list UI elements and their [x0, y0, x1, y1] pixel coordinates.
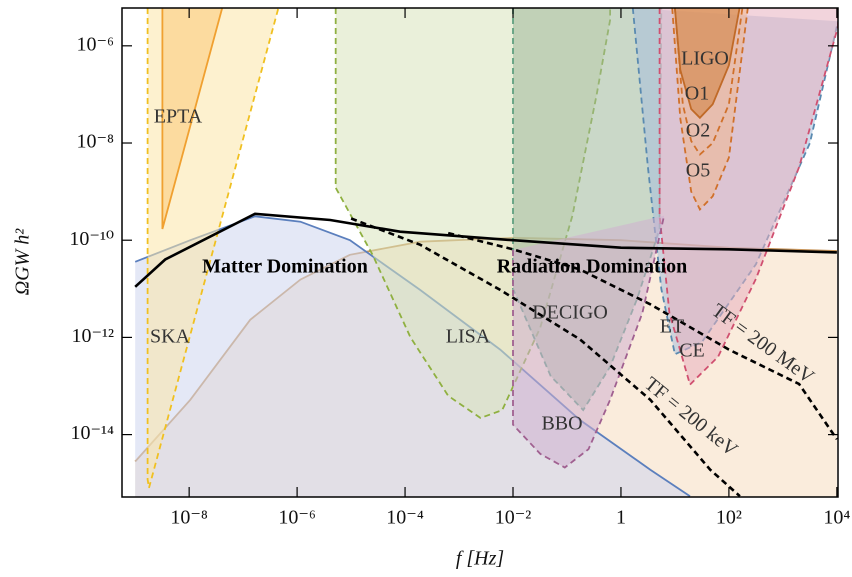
series-label: BBO — [541, 413, 582, 435]
series-line — [671, 8, 749, 211]
y-tick-label: 10⁻⁸ — [76, 131, 114, 153]
series-line — [447, 231, 838, 441]
series-line — [350, 217, 741, 497]
x-tick-label: 10² — [716, 507, 742, 529]
series-label: O2 — [686, 120, 710, 142]
series-label: SKA — [150, 326, 191, 348]
series-label: DECIGO — [532, 302, 608, 324]
y-axis-label: ΩGW h² — [12, 228, 34, 296]
x-tick-label: 10⁻² — [495, 507, 532, 529]
x-tick-label: 10⁻⁸ — [170, 507, 208, 529]
series-line — [134, 212, 837, 288]
x-tick-label: 10⁴ — [823, 507, 850, 529]
series-fill — [513, 215, 665, 468]
series-label: O5 — [686, 160, 710, 182]
y-tick-label: 10⁻¹⁰ — [69, 228, 114, 250]
plot-frame — [121, 7, 839, 498]
series-line — [146, 8, 280, 489]
series-label: EPTA — [154, 106, 203, 128]
y-tick-label: 10⁻⁶ — [76, 33, 114, 55]
series-label: Radiation Domination — [497, 256, 688, 278]
series-line — [161, 8, 224, 230]
series-line — [674, 8, 741, 120]
series-label: LISA — [446, 326, 491, 348]
y-tick-label: 10⁻¹² — [71, 325, 114, 347]
series-label: CE — [679, 340, 705, 362]
x-tick-label: 10⁻⁶ — [278, 507, 316, 529]
series-line — [674, 8, 744, 156]
annotation: LIGO — [681, 48, 729, 70]
x-tick-label: 1 — [616, 507, 626, 529]
series-label: ET — [660, 316, 684, 338]
plot-area — [134, 8, 838, 497]
y-tick-label: 10⁻¹⁴ — [70, 422, 114, 444]
series-label: Matter Domination — [202, 256, 368, 278]
x-axis-label: f [Hz] — [456, 548, 504, 570]
series-line — [512, 215, 665, 469]
series-fill — [674, 8, 740, 118]
series-label: O1 — [685, 83, 709, 105]
x-tick-label: 10⁻⁴ — [386, 507, 424, 529]
